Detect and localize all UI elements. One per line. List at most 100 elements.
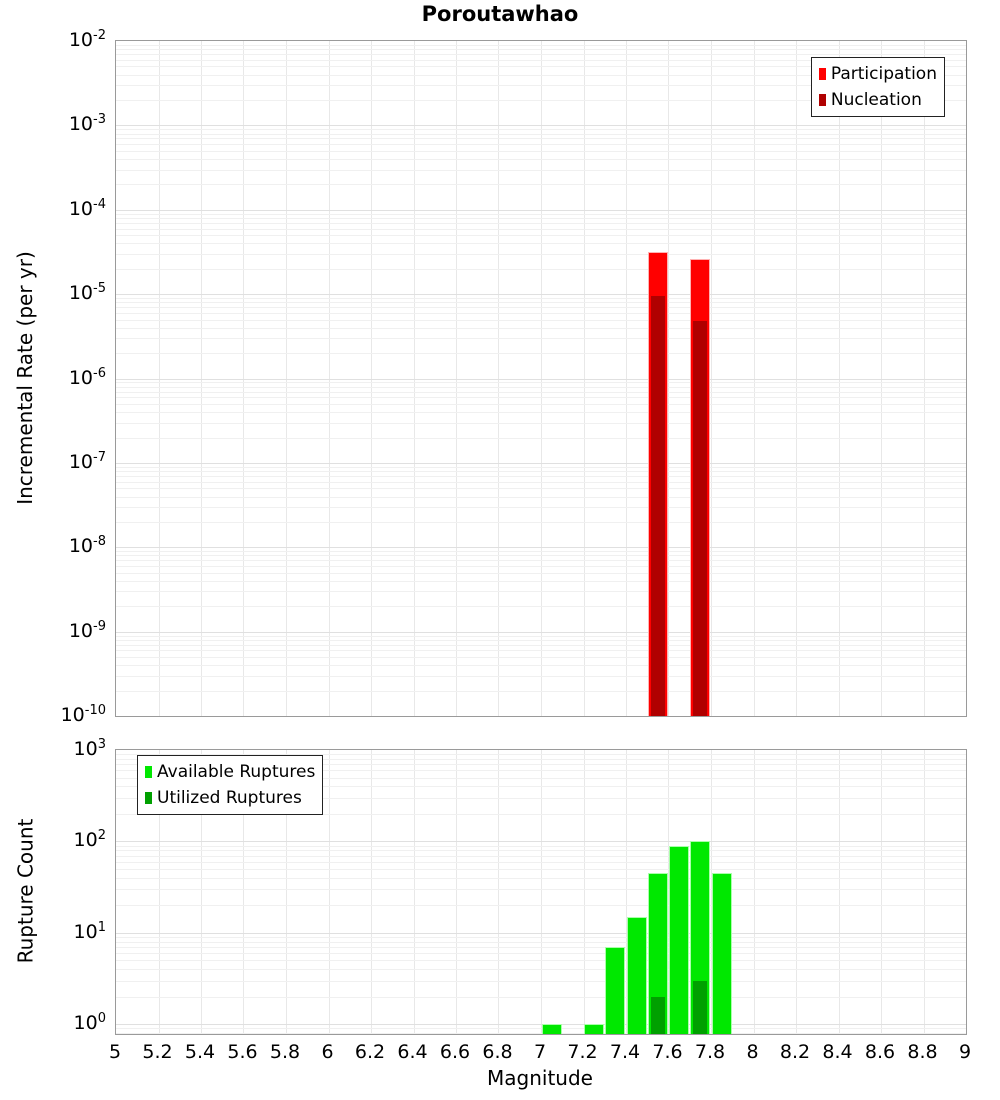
- horizontal-gridline: [116, 591, 966, 593]
- horizontal-gridline: [116, 312, 966, 314]
- horizontal-gridline: [116, 946, 966, 948]
- x-tick-label: 5.8: [269, 1041, 301, 1063]
- vertical-gridline: [839, 750, 840, 1034]
- x-tick-label: 6.6: [439, 1041, 471, 1063]
- horizontal-gridline: [116, 868, 966, 870]
- bar-available-ruptures: [712, 873, 732, 1034]
- horizontal-gridline: [116, 422, 966, 424]
- horizontal-gridline: [116, 49, 966, 51]
- x-tick-label: 6.8: [482, 1041, 513, 1063]
- horizontal-gridline: [116, 996, 966, 998]
- horizontal-gridline: [116, 813, 966, 815]
- incremental-rate-panel: Participation Nucleation: [115, 40, 967, 717]
- vertical-gridline: [541, 750, 542, 1034]
- bar-available-ruptures: [669, 845, 689, 1034]
- horizontal-gridline: [116, 758, 966, 760]
- horizontal-gridline: [116, 475, 966, 477]
- horizontal-gridline: [116, 675, 966, 677]
- legend-label: Utilized Ruptures: [157, 788, 302, 808]
- x-tick-label: 9: [958, 1041, 972, 1063]
- horizontal-gridline: [116, 386, 966, 388]
- horizontal-gridline: [116, 217, 966, 219]
- horizontal-gridline: [116, 307, 966, 309]
- horizontal-gridline: [116, 841, 966, 843]
- horizontal-gridline: [116, 133, 966, 135]
- y-tick-label: 10-4: [68, 196, 106, 220]
- vertical-gridline: [626, 750, 627, 1034]
- horizontal-gridline: [116, 184, 966, 186]
- horizontal-gridline: [116, 980, 966, 982]
- vertical-gridline: [754, 750, 755, 1034]
- horizontal-gridline: [116, 850, 966, 852]
- legend-item-utilized-ruptures: Utilized Ruptures: [145, 785, 315, 811]
- horizontal-gridline: [116, 138, 966, 140]
- vertical-gridline: [498, 750, 499, 1034]
- horizontal-gridline: [116, 764, 966, 766]
- horizontal-gridline: [116, 44, 966, 46]
- horizontal-gridline: [116, 1033, 966, 1034]
- horizontal-gridline: [116, 969, 966, 971]
- horizontal-gridline: [116, 382, 966, 384]
- vertical-gridline: [711, 750, 712, 1034]
- horizontal-gridline: [116, 580, 966, 582]
- y-tick-label: 10-3: [68, 112, 106, 136]
- horizontal-gridline: [116, 378, 966, 380]
- horizontal-gridline: [116, 606, 966, 608]
- x-tick-label: 7.8: [694, 1041, 726, 1063]
- x-tick-label: 7.6: [652, 1041, 683, 1063]
- horizontal-gridline: [116, 861, 966, 863]
- horizontal-gridline: [116, 631, 966, 633]
- x-tick-label: 6.2: [354, 1041, 386, 1063]
- horizontal-gridline: [116, 412, 966, 414]
- x-tick-label: 5: [108, 1041, 122, 1063]
- legend-label: Participation: [830, 64, 937, 84]
- x-tick-label: 6.4: [397, 1041, 428, 1063]
- horizontal-gridline: [116, 159, 966, 160]
- vertical-gridline: [201, 750, 202, 1034]
- horizontal-gridline: [116, 572, 966, 574]
- horizontal-gridline: [116, 125, 966, 127]
- horizontal-gridline: [116, 639, 966, 641]
- horizontal-gridline: [116, 129, 966, 131]
- y-tick-label: 10-8: [68, 534, 106, 558]
- horizontal-gridline: [116, 235, 966, 237]
- y-tick-label: 10-9: [68, 618, 106, 642]
- x-tick-label: 8.8: [907, 1041, 938, 1063]
- horizontal-gridline: [116, 657, 966, 658]
- bar-utilized-ruptures: [651, 996, 665, 1034]
- horizontal-gridline: [116, 144, 966, 146]
- bar-nucleation: [693, 321, 707, 716]
- horizontal-gridline: [116, 932, 966, 934]
- horizontal-gridline: [116, 391, 966, 393]
- vertical-gridline: [584, 750, 585, 1034]
- bar-available-ruptures: [627, 916, 647, 1034]
- y-tick-label: 10-5: [68, 280, 106, 305]
- legend-item-nucleation: Nucleation: [818, 87, 937, 113]
- x-tick-label: 6: [321, 1041, 334, 1063]
- horizontal-gridline: [116, 941, 966, 943]
- horizontal-gridline: [116, 471, 966, 473]
- horizontal-gridline: [116, 635, 966, 637]
- participation-swatch-icon: [818, 68, 826, 80]
- horizontal-gridline: [116, 488, 966, 490]
- horizontal-gridline: [116, 209, 966, 211]
- horizontal-gridline: [116, 150, 966, 152]
- horizontal-gridline: [116, 59, 966, 61]
- horizontal-gridline: [116, 66, 966, 68]
- y-tick-label: 100: [73, 1010, 106, 1035]
- vertical-gridline: [456, 750, 457, 1034]
- horizontal-gridline: [116, 855, 966, 857]
- horizontal-gridline: [116, 650, 966, 652]
- y-tick-label: 102: [73, 828, 106, 852]
- vertical-gridline: [414, 750, 415, 1034]
- horizontal-gridline: [116, 298, 966, 299]
- vertical-gridline: [668, 750, 669, 1034]
- chart-title: Poroutawhao: [421, 2, 579, 26]
- vertical-gridline: [329, 750, 330, 1034]
- horizontal-gridline: [116, 507, 966, 508]
- legend-item-available-ruptures: Available Ruptures: [145, 759, 315, 785]
- bar-available-ruptures: [584, 1024, 604, 1034]
- legend: Available Ruptures Utilized Ruptures: [137, 755, 324, 815]
- horizontal-gridline: [116, 481, 966, 483]
- horizontal-gridline: [116, 319, 966, 321]
